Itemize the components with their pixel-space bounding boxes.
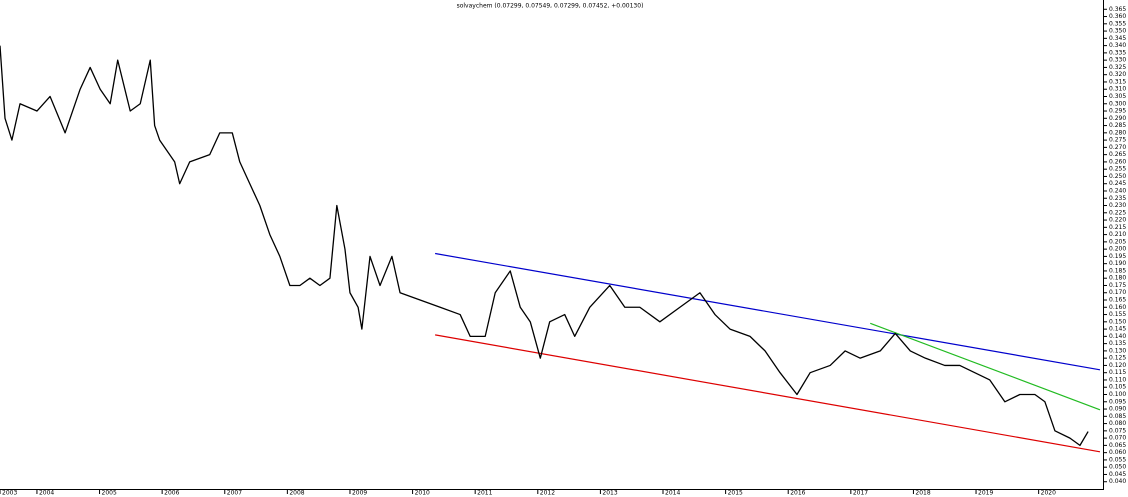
y-tick-label: 0.315: [1109, 78, 1126, 85]
y-tick-label: 0.365: [1109, 6, 1126, 13]
y-tick-label: 0.210: [1109, 231, 1126, 238]
y-tick-label: 0.335: [1109, 49, 1126, 56]
y-tick-label: 0.050: [1109, 464, 1126, 471]
trend-line: [870, 322, 1101, 411]
y-tick-label: 0.260: [1109, 158, 1126, 165]
x-tick-label: 2006: [164, 490, 179, 497]
y-tick-label: 0.295: [1109, 108, 1126, 115]
x-tick-label: 2017: [853, 490, 868, 497]
y-tick-label: 0.065: [1109, 442, 1126, 449]
y-tick-label: 0.070: [1109, 435, 1126, 442]
y-tick-label: 0.250: [1109, 173, 1126, 180]
y-tick-label: 0.185: [1109, 267, 1126, 274]
y-tick-label: 0.190: [1109, 260, 1126, 267]
y-tick-label: 0.175: [1109, 282, 1126, 289]
y-tick-label: 0.280: [1109, 129, 1126, 136]
x-tick-label: 2012: [540, 490, 555, 497]
y-tick-label: 0.040: [1109, 478, 1126, 485]
y-tick-label: 0.165: [1109, 297, 1126, 304]
y-tick-label: 0.305: [1109, 93, 1126, 100]
y-tick-label: 0.325: [1109, 64, 1126, 71]
y-tick-label: 0.170: [1109, 289, 1126, 296]
y-tick-label: 0.115: [1109, 369, 1126, 376]
x-tick-label: 2005: [102, 490, 117, 497]
y-tick-label: 0.265: [1109, 151, 1126, 158]
y-tick-label: 0.155: [1109, 311, 1126, 318]
x-tick-label: 2009: [352, 490, 367, 497]
y-tick-label: 0.095: [1109, 398, 1126, 405]
trend-line: [435, 252, 1101, 371]
y-tick-label: 0.195: [1109, 253, 1126, 260]
y-tick-label: 0.320: [1109, 71, 1126, 78]
x-tick-label: 2011: [477, 490, 492, 497]
x-tick-label: 2013: [602, 490, 617, 497]
y-tick-label: 0.345: [1109, 35, 1126, 42]
y-tick-label: 0.180: [1109, 275, 1126, 282]
x-tick-label: 2020: [1041, 490, 1056, 497]
y-tick-label: 0.225: [1109, 209, 1126, 216]
chart-title: solvaychem (0.07299, 0.07549, 0.07299, 0…: [457, 3, 644, 10]
y-tick-label: 0.340: [1109, 42, 1126, 49]
y-tick-label: 0.200: [1109, 246, 1126, 253]
y-tick-label: 0.310: [1109, 86, 1126, 93]
y-tick-label: 0.270: [1109, 144, 1126, 151]
y-tick-label: 0.085: [1109, 413, 1126, 420]
y-tick-label: 0.100: [1109, 391, 1126, 398]
y-tick-label: 0.145: [1109, 326, 1126, 333]
x-tick-label: 2007: [227, 490, 242, 497]
trend-line: [435, 334, 1101, 453]
y-tick-label: 0.045: [1109, 471, 1126, 478]
y-tick-label: 0.290: [1109, 115, 1126, 122]
y-tick-label: 0.135: [1109, 340, 1126, 347]
price-line: [0, 45, 1089, 447]
y-tick-label: 0.285: [1109, 122, 1126, 129]
y-tick-label: 0.275: [1109, 137, 1126, 144]
x-tick-label: 2018: [915, 490, 930, 497]
y-tick-label: 0.080: [1109, 420, 1126, 427]
y-tick-label: 0.220: [1109, 217, 1126, 224]
y-tick-label: 0.110: [1109, 376, 1126, 383]
y-tick-label: 0.060: [1109, 449, 1126, 456]
y-tick-label: 0.120: [1109, 362, 1126, 369]
y-tick-label: 0.235: [1109, 195, 1126, 202]
y-tick-label: 0.075: [1109, 427, 1126, 434]
y-tick-label: 0.055: [1109, 456, 1126, 463]
y-tick-label: 0.355: [1109, 20, 1126, 27]
y-tick-label: 0.330: [1109, 57, 1126, 64]
y-tick-label: 0.160: [1109, 304, 1126, 311]
x-tick-label: 2004: [39, 490, 54, 497]
y-tick-label: 0.150: [1109, 318, 1126, 325]
y-tick-label: 0.360: [1109, 13, 1126, 20]
y-tick-label: 0.350: [1109, 28, 1126, 35]
y-tick-label: 0.255: [1109, 166, 1126, 173]
x-tick-label: 2015: [728, 490, 743, 497]
x-tick-label: 2008: [289, 490, 304, 497]
y-tick-label: 0.300: [1109, 100, 1126, 107]
y-tick-label: 0.130: [1109, 347, 1126, 354]
x-tick-label: 2003: [2, 490, 17, 497]
y-tick-label: 0.240: [1109, 187, 1126, 194]
x-tick-label: 2014: [665, 490, 680, 497]
y-tick-label: 0.125: [1109, 355, 1126, 362]
y-tick-label: 0.205: [1109, 238, 1126, 245]
y-tick-label: 0.215: [1109, 224, 1126, 231]
y-tick-label: 0.090: [1109, 406, 1126, 413]
y-tick-label: 0.140: [1109, 333, 1126, 340]
y-tick-label: 0.105: [1109, 384, 1126, 391]
y-tick-label: 0.245: [1109, 180, 1126, 187]
x-tick-label: 2010: [415, 490, 430, 497]
y-tick-label: 0.230: [1109, 202, 1126, 209]
x-tick-label: 2016: [790, 490, 805, 497]
x-tick-label: 2019: [978, 490, 993, 497]
